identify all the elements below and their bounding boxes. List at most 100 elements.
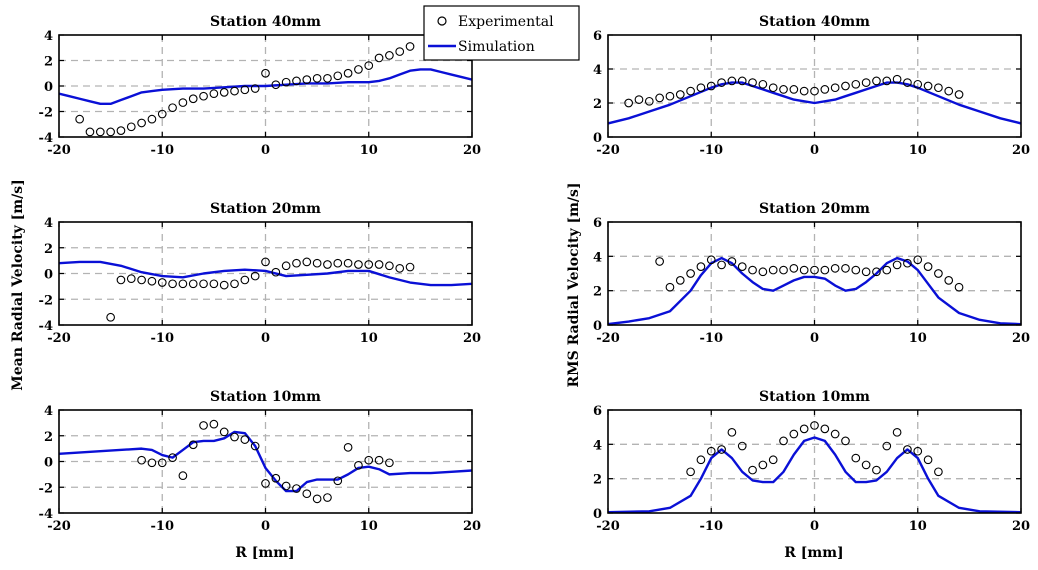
experimental-point <box>292 76 301 86</box>
legend-box <box>423 5 580 61</box>
subplot-4: -20 -10 0 10 20 0 2 4 6 Station 20mm <box>593 201 1030 346</box>
y-tick-label: -2 <box>39 106 53 121</box>
experimental-point <box>923 455 933 465</box>
subplot-2: -20 -10 0 10 20 0 2 4 6 Station 40mm <box>593 14 1030 158</box>
y-tick-label: -4 <box>39 507 53 522</box>
experimental-point <box>810 421 819 430</box>
experimental-point <box>116 275 126 285</box>
experimental-point <box>810 86 819 96</box>
x-tick-label: -10 <box>700 331 724 346</box>
experimental-point <box>302 489 312 499</box>
experimental-point <box>944 276 954 285</box>
x-tick-label: 10 <box>360 331 378 346</box>
experimental-point <box>727 76 737 86</box>
experimental-point <box>374 260 384 269</box>
experimental-point <box>168 279 177 289</box>
experimental-point <box>199 91 208 101</box>
simulation-line <box>59 68 472 106</box>
experimental-point <box>686 86 695 96</box>
x-tick-label: 20 <box>1012 143 1030 158</box>
x-tick-label: -20 <box>47 519 71 534</box>
experimental-point <box>841 436 850 446</box>
x-tick-label: -20 <box>47 331 71 346</box>
experimental-point <box>354 260 363 269</box>
experimental-point <box>903 445 912 454</box>
x-tick-label: 0 <box>261 331 270 346</box>
experimental-point <box>841 264 850 273</box>
x-tick-label: -10 <box>151 331 175 346</box>
experimental-point <box>748 265 757 275</box>
x-tick-label: 20 <box>463 143 481 158</box>
experimental-point <box>954 282 964 292</box>
experimental-point <box>209 419 219 429</box>
experimental-point <box>240 275 250 285</box>
experimental-point <box>157 458 167 468</box>
x-tick-label: -10 <box>151 519 175 534</box>
experimental-point <box>923 81 933 91</box>
y-tick-label: -2 <box>39 481 53 496</box>
y-tick-label: 2 <box>44 242 53 257</box>
experimental-point <box>209 279 219 289</box>
experimental-point <box>861 78 871 87</box>
experimental-point <box>323 260 332 269</box>
experimental-point <box>686 269 695 278</box>
x-tick-label: -20 <box>596 519 620 534</box>
experimental-point <box>364 260 374 269</box>
experimental-point <box>851 79 861 89</box>
experimental-point <box>292 258 301 268</box>
experimental-point <box>768 83 778 93</box>
experimental-point <box>934 269 943 278</box>
y-tick-label: 4 <box>44 29 53 44</box>
subplot-title: Station 40mm <box>759 14 870 30</box>
experimental-point <box>634 95 644 104</box>
experimental-point <box>333 258 343 268</box>
experimental-point <box>230 279 239 289</box>
experimental-point <box>686 467 695 477</box>
x-tick-label: 10 <box>909 143 927 158</box>
experimental-point <box>830 264 840 273</box>
y-tick-label: -2 <box>39 293 53 308</box>
experimental-point <box>655 257 664 266</box>
experimental-point <box>137 455 146 465</box>
experimental-point <box>882 441 892 451</box>
experimental-point <box>665 282 675 292</box>
experimental-point <box>395 47 405 56</box>
x-tick-label: -10 <box>700 143 724 158</box>
y-tick-label: 6 <box>593 216 602 231</box>
experimental-point <box>250 84 260 93</box>
y-axis-label-left: Mean Radial Velocity [m/s] <box>10 179 26 390</box>
x-tick-label: 0 <box>261 519 270 534</box>
experimental-point <box>343 68 353 78</box>
experimental-point <box>872 76 881 86</box>
x-axis-label-left: R [mm] <box>235 545 294 561</box>
x-tick-label: 20 <box>463 331 481 346</box>
experimental-point <box>779 265 788 275</box>
experimental-point <box>799 86 809 96</box>
experimental-point <box>281 481 291 491</box>
experimental-point <box>851 265 861 275</box>
y-tick-label: -4 <box>39 131 53 146</box>
experimental-point <box>364 455 374 465</box>
experimental-point <box>737 76 747 86</box>
experimental-point <box>717 260 726 270</box>
y-tick-label: 4 <box>593 250 602 265</box>
experimental-point <box>385 261 394 271</box>
experimental-point <box>903 258 912 268</box>
experimental-point <box>934 83 943 93</box>
experimental-point <box>188 279 198 289</box>
experimental-point <box>178 98 188 107</box>
experimental-point <box>95 127 105 137</box>
experimental-point <box>779 85 788 94</box>
subplot-title: Station 20mm <box>210 201 321 217</box>
x-tick-label: 0 <box>261 143 270 158</box>
experimental-point <box>872 267 881 277</box>
experimental-point <box>323 493 332 502</box>
experimental-point <box>830 429 840 439</box>
experimental-point <box>748 465 757 475</box>
experimental-point <box>675 276 685 285</box>
experimental-point <box>758 79 768 89</box>
x-tick-label: -10 <box>700 519 724 534</box>
experimental-point <box>271 267 281 277</box>
experimental-point <box>209 89 219 98</box>
